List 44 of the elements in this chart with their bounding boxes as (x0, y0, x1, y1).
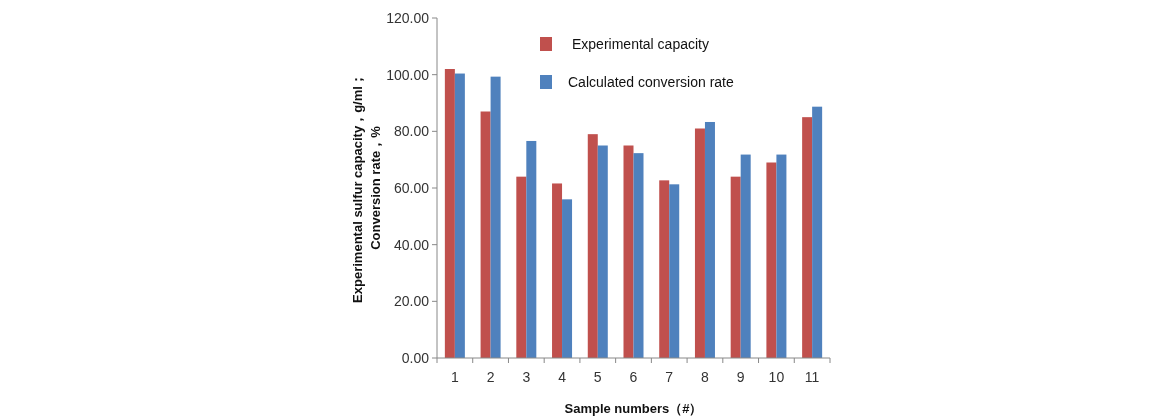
bar (776, 154, 787, 358)
bar (490, 76, 501, 358)
bar (802, 117, 813, 358)
y-tick-label: 40.00 (393, 236, 430, 253)
legend-label: Experimental capacity (572, 36, 709, 52)
bar (740, 154, 751, 358)
bar (659, 180, 670, 358)
y-tick-label: 0.00 (401, 350, 430, 366)
bar (562, 199, 573, 358)
bar (633, 153, 644, 358)
x-tick-label: 11 (804, 369, 820, 385)
x-tick-label: 4 (558, 369, 567, 385)
bar (587, 134, 598, 358)
y-tick-label: 60.00 (393, 180, 430, 196)
bar (526, 140, 537, 358)
bar (597, 145, 608, 358)
bar (516, 176, 527, 358)
x-tick-label: 3 (522, 369, 531, 385)
x-tick-label: 6 (629, 369, 638, 385)
x-tick-label: 7 (665, 369, 674, 385)
x-axis-title: Sample numbers（#） (564, 401, 703, 416)
bar (812, 106, 823, 358)
x-tick-label: 2 (486, 369, 495, 385)
bar (444, 69, 455, 358)
bar (669, 184, 680, 358)
bar (552, 183, 563, 358)
x-tick-label: 8 (701, 369, 710, 385)
x-tick-label: 9 (736, 369, 745, 385)
bar (454, 73, 465, 358)
legend-label: Calculated conversion rate (568, 74, 734, 90)
bar (704, 121, 715, 358)
bar (730, 176, 741, 358)
bar (694, 128, 705, 358)
y-tick-label: 20.00 (393, 293, 430, 310)
y-tick-label: 120.00 (386, 10, 430, 26)
y-axis-title: Experimental sulfur capacity，g/ml； Conversion rate，% (350, 73, 383, 303)
x-tick-label: 1 (450, 369, 459, 385)
bar (766, 162, 777, 358)
bar (480, 111, 491, 358)
x-tick-label: 10 (768, 369, 785, 385)
y-tick-label: 100.00 (386, 66, 430, 83)
bar (623, 145, 634, 358)
y-tick-label: 80.00 (393, 123, 430, 140)
x-tick-label: 5 (593, 369, 602, 385)
